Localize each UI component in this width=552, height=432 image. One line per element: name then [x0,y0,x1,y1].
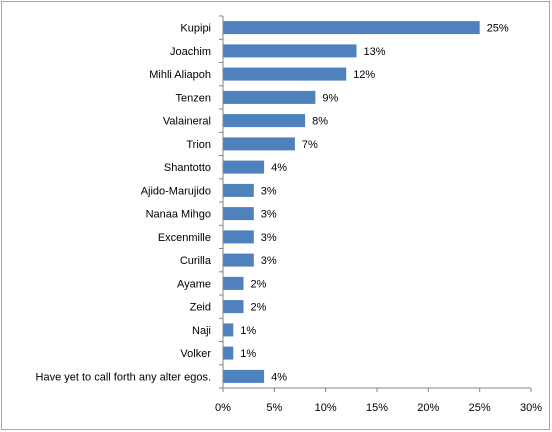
category-label: Excenmille [158,232,211,244]
category-label: Tenzen [176,92,211,104]
bar [223,183,254,197]
x-tick-label: 30% [520,402,542,414]
axis-layer [219,15,532,392]
data-label: 3% [261,232,277,244]
data-label: 3% [261,209,277,221]
category-label: Joachim [170,46,211,58]
category-label: Naji [192,325,211,337]
category-label: Ajido-Marujido [141,185,211,197]
bar [223,90,316,104]
category-label: Nanaa Mihgo [146,209,211,221]
data-label: 1% [240,348,256,360]
x-tick-label: 5% [266,402,282,414]
data-label: 2% [251,278,267,290]
x-tick-label: 10% [315,402,337,414]
category-label: Have yet to call forth any alter egos. [36,371,211,383]
data-label: 25% [487,23,509,35]
category-label: Zeid [190,302,211,314]
category-label: Trion [186,139,211,151]
x-tick-label: 20% [417,402,439,414]
data-label: 8% [312,116,328,128]
category-label: Shantotto [164,162,211,174]
bars-layer [223,21,480,383]
bar [223,300,244,314]
bar [223,160,265,174]
data-label: 4% [271,162,287,174]
category-label: Curilla [180,255,212,267]
data-label: 1% [240,325,256,337]
x-tick-label: 15% [366,402,388,414]
category-label: Mihli Aliapoh [149,69,211,81]
category-label: Volker [180,348,211,360]
category-label: Valaineral [163,116,211,128]
bar [223,230,254,244]
category-label: Ayame [177,278,211,290]
data-label: 13% [364,46,386,58]
data-label: 3% [261,185,277,197]
bar [223,67,347,81]
bar [223,276,244,290]
labels-layer: Kupipi 25% Joachim 13% Mihli Aliapoh 12% Tenze… [36,23,543,414]
x-tick-label: 25% [469,402,491,414]
bar [223,323,234,337]
category-label: Kupipi [180,23,211,35]
x-tick-label: 0% [215,402,231,414]
data-label: 2% [251,302,267,314]
bar [223,137,295,151]
bar [223,346,234,360]
data-label: 7% [302,139,318,151]
bar [223,253,254,267]
data-label: 9% [322,92,338,104]
data-label: 4% [271,371,287,383]
data-label: 12% [353,69,375,81]
bar [223,44,357,58]
bar [223,207,254,221]
bar [223,114,306,128]
data-label: 3% [261,255,277,267]
bar [223,21,480,35]
bar [223,369,265,383]
